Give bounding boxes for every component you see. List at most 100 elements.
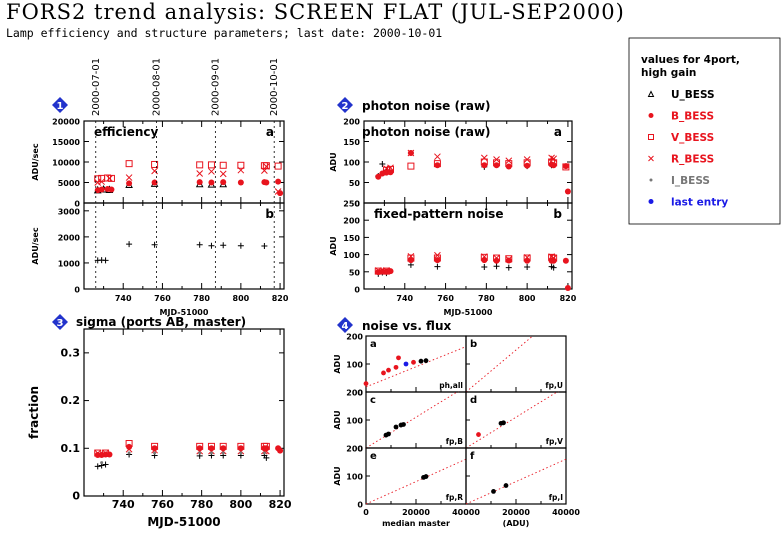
data-point: [396, 355, 401, 361]
data-point: [274, 188, 282, 195]
data-point: [196, 442, 204, 450]
subpanel-letter: a: [370, 339, 377, 350]
data-point: [102, 257, 109, 264]
data-point: [151, 442, 159, 450]
legend-item-last-entry: last entry: [648, 197, 728, 209]
data-point: [387, 164, 394, 172]
data-point: [407, 254, 415, 262]
data-point: [100, 461, 104, 465]
data-point: [94, 179, 102, 186]
data-point: [476, 432, 481, 437]
data-point: [374, 267, 382, 274]
data-point: [374, 267, 382, 275]
y-tick-label: 200: [346, 445, 363, 454]
data-point: [523, 156, 531, 163]
efficiency-b-chart: 0 1000 2000 3000 740 760 780 800 820 MJD-51000 ADU…: [31, 202, 289, 317]
data-point: [407, 149, 415, 157]
data-point: [523, 253, 531, 261]
data-point: [505, 255, 513, 263]
data-point: [383, 267, 390, 274]
x-tick-label: 40000: [552, 508, 580, 517]
series-r-bess: [374, 251, 558, 274]
y-tick-label: 0: [357, 501, 363, 510]
x-tick-label: 740: [396, 294, 413, 303]
data-point: [648, 113, 654, 118]
y-tick-label: 50: [349, 268, 361, 277]
data-point: [480, 158, 488, 166]
data-point: [480, 253, 488, 261]
data-point: [219, 161, 227, 169]
data-point: [196, 241, 203, 248]
date-label: 2000-10-01: [269, 58, 280, 116]
data-point: [196, 179, 203, 186]
data-point: [548, 154, 555, 162]
data-point: [207, 442, 215, 450]
legend-item-v-bess: V_BESS: [648, 132, 714, 144]
legend-item-u-bess: U_BESS: [647, 89, 715, 101]
subpanel-letter: c: [370, 395, 376, 406]
panel-1-badge-number: 1: [57, 101, 64, 112]
subpanel-tag: fp,I: [549, 493, 563, 502]
data-point: [550, 155, 558, 163]
series-v-bess: [94, 160, 282, 183]
series-r-bess: [94, 445, 270, 457]
x-tick-label: 800: [519, 294, 536, 303]
data-point: [106, 175, 113, 182]
data-point: [239, 451, 243, 455]
fixed-pattern-noise-chart: 0 50 100 150 200 250 740 760 780 800 820 MJD-51000 A…: [329, 200, 577, 318]
y-tick-label: 2000: [58, 233, 81, 242]
y-tick-label: 0: [354, 200, 360, 209]
y-tick-label: 20000: [52, 118, 80, 127]
data-point: [261, 243, 268, 249]
y-tick-label: 200: [346, 389, 363, 398]
data-point: [481, 263, 488, 270]
panel-title: photon noise (raw): [362, 99, 491, 113]
data-point: [219, 442, 227, 450]
model-curve: [465, 391, 559, 449]
subpanel-tag: fp,R: [446, 493, 463, 502]
noise-vs-flux-chart: 4 noise vs. flux 0 100 200 a ph,all ADU b fp,U 0 10…: [333, 317, 580, 528]
data-point: [98, 186, 105, 193]
data-point: [237, 445, 244, 452]
subpanel-b: b fp,U: [465, 335, 567, 393]
data-point: [505, 256, 513, 263]
data-point: [275, 178, 282, 185]
x-axis-label: (ADU): [503, 519, 530, 528]
legend-item-i-bess: I_BESS: [649, 175, 710, 187]
panel-letter: b: [553, 207, 562, 221]
data-point: [523, 254, 531, 262]
data-point: [423, 474, 429, 479]
legend-heading: high gain: [641, 67, 696, 79]
data-point: [198, 451, 202, 455]
data-point: [274, 162, 282, 170]
data-point: [407, 162, 415, 170]
data-point: [411, 359, 416, 365]
data-point: [151, 179, 158, 186]
data-point: [493, 162, 500, 169]
data-point: [548, 158, 556, 166]
x-tick-label: 20000: [402, 508, 430, 517]
y-tick-label: 100: [346, 361, 363, 370]
data-point: [382, 267, 390, 275]
model-curve: [365, 391, 459, 449]
x-tick-label: 820: [272, 294, 289, 303]
data-point: [209, 451, 213, 455]
panel-3-badge-icon: [52, 314, 68, 330]
data-point: [493, 156, 500, 163]
y-tick-label: 1000: [58, 259, 81, 268]
data-point: [433, 160, 441, 168]
data-point: [208, 168, 215, 175]
x-axis-label: MJD-51000: [444, 308, 493, 317]
data-point: [647, 90, 655, 97]
series-v-bess: [382, 158, 570, 174]
data-point: [493, 263, 500, 270]
subpanel-tag: fp,U: [545, 381, 563, 390]
data-point: [393, 424, 399, 430]
data-point: [423, 358, 429, 364]
subpanel-d: d fp,V: [465, 391, 567, 449]
x-tick-label: 780: [190, 498, 213, 511]
data-point: [237, 179, 244, 186]
subpanel-tag: ph,all: [439, 381, 463, 390]
y-axis-label: ADU/sec: [31, 143, 40, 180]
data-point: [102, 449, 110, 457]
